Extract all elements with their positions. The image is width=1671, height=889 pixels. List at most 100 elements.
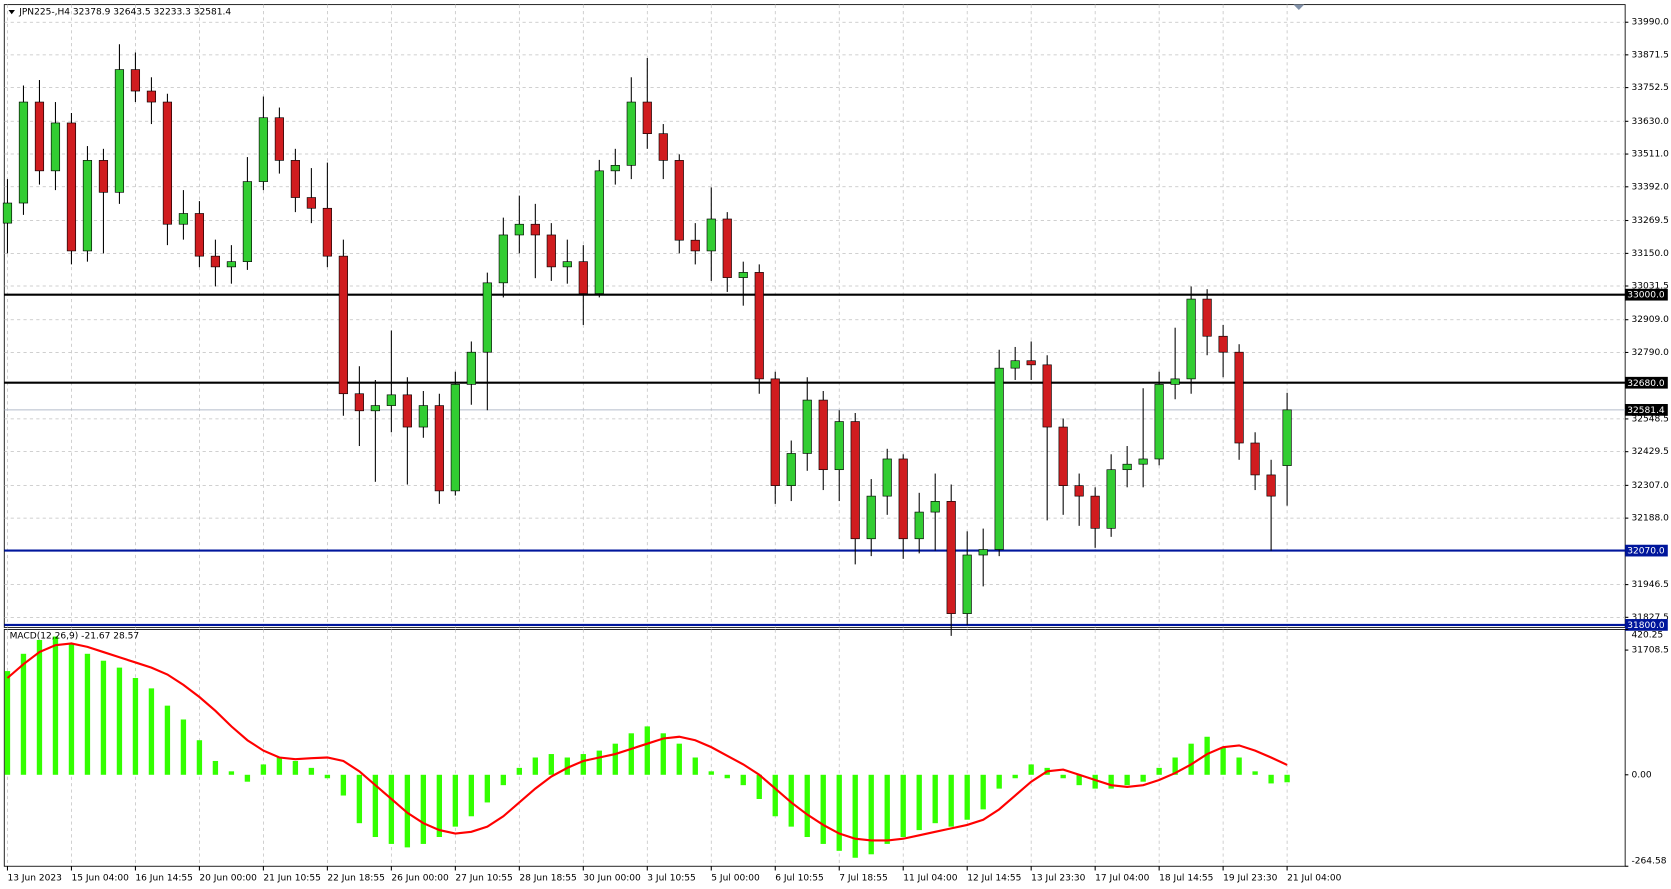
macd-bar [884, 774, 890, 844]
macd-bar [916, 774, 922, 831]
macd-bar [452, 774, 459, 827]
y-tick-label: 33871.5 [1632, 50, 1669, 60]
macd-bar [180, 719, 187, 775]
macd-bar [68, 643, 75, 775]
x-tick-label: 27 Jun 10:55 [455, 873, 512, 883]
macd-bar [420, 774, 427, 844]
macd-bar [308, 767, 315, 775]
candle-body [1266, 474, 1276, 497]
candle-body [402, 394, 412, 428]
x-tick-label: 3 Jul 10:55 [647, 873, 696, 883]
x-tick-label: 11 Jul 04:00 [903, 873, 957, 883]
macd-bar [900, 774, 906, 838]
x-tick-label: 12 Jul 14:55 [967, 873, 1021, 883]
level-label: 32070.0 [1627, 547, 1665, 557]
macd-bar [708, 771, 714, 775]
candle-body [130, 69, 141, 92]
macd-bar [1108, 774, 1114, 789]
x-tick-label: 21 Jul 04:00 [1287, 873, 1341, 883]
macd-bar [484, 774, 490, 803]
y-tick-label: 32909.0 [1632, 315, 1670, 325]
candle-body [546, 234, 556, 268]
candle-body [466, 351, 476, 385]
candle-body [1186, 298, 1196, 380]
candle-body [274, 117, 284, 161]
candle-body [834, 421, 844, 471]
candle-body [514, 223, 524, 236]
candle-body [290, 160, 300, 198]
macd-bar [1220, 747, 1226, 775]
candle-body [354, 393, 364, 412]
y-tick-label: 32307.0 [1632, 481, 1670, 491]
y-tick-label: 420.25 [1632, 630, 1664, 640]
macd-bar [20, 653, 27, 775]
y-tick-label: 33031.5 [1632, 282, 1669, 292]
candle-body [98, 160, 109, 193]
candle-body [850, 421, 860, 540]
candle-body [818, 399, 828, 471]
x-tick-label: 16 Jun 14:55 [135, 873, 192, 883]
level-label-bg [1625, 619, 1668, 631]
x-tick-label: 28 Jun 18:55 [519, 873, 576, 883]
macd-bar [84, 653, 91, 775]
candle-body [242, 181, 252, 262]
macd-bar [1172, 757, 1178, 775]
macd-bar [116, 667, 123, 775]
macd-bar [276, 757, 283, 775]
macd-bar [164, 705, 171, 775]
macd-bar [756, 774, 762, 799]
macd-bar [836, 774, 842, 851]
candle-body [914, 511, 924, 540]
macd-bar [1028, 764, 1034, 775]
candle-body [482, 282, 492, 353]
candle-body [1138, 458, 1148, 465]
candle-body [210, 255, 220, 268]
candle-body [66, 122, 77, 252]
macd-bar [1156, 767, 1162, 775]
macd-bar [532, 757, 538, 775]
y-tick-label: 33990.0 [1632, 18, 1670, 28]
macd-bar [1188, 743, 1194, 775]
candle-body [530, 223, 540, 236]
x-tick-label: 21 Jun 10:55 [263, 873, 320, 883]
candle-body [674, 160, 684, 241]
candle-body [946, 501, 956, 614]
macd-title: MACD(12,26,9) -21.67 28.57 [10, 631, 140, 641]
candle-body [1026, 360, 1036, 366]
signal-line [6, 642, 1288, 842]
candle-body [114, 69, 125, 193]
candle-body [162, 101, 173, 225]
macd-bar [228, 771, 235, 775]
macd-bar [564, 757, 570, 775]
macd-bar [612, 743, 618, 775]
y-tick-label: -264.58 [1632, 856, 1667, 866]
candle-body [738, 272, 748, 278]
candle-body [2, 202, 13, 224]
x-tick-label: 18 Jul 14:55 [1159, 873, 1213, 883]
macd-bar [692, 757, 698, 775]
macd-bar [500, 774, 506, 786]
macd-bar [868, 774, 874, 855]
candle-body [770, 378, 780, 486]
candle-body [658, 133, 668, 161]
candle-body [562, 261, 572, 268]
candle-body [1074, 485, 1084, 497]
macd-bar [740, 774, 746, 786]
candle-body [258, 117, 268, 182]
macd-bar [852, 774, 858, 858]
macd-bar [1060, 774, 1066, 779]
macd-pane-frame [3, 629, 1626, 867]
macd-bar [628, 733, 634, 775]
candle-body [802, 399, 812, 454]
level-label: 31800.0 [1627, 621, 1665, 631]
chart-title: JPN225-,H4 32378.9 32643.5 32233.3 32581… [18, 8, 231, 18]
symbol-menu-icon[interactable] [8, 9, 15, 15]
macd-bar [356, 774, 363, 824]
x-tick-label: 20 Jun 00:00 [199, 873, 257, 883]
shift-marker[interactable] [1293, 4, 1305, 10]
candle-body [722, 218, 732, 278]
x-tick-label: 26 Jun 00:00 [391, 873, 449, 883]
candle-body [898, 458, 908, 540]
macd-bar [1268, 774, 1274, 784]
